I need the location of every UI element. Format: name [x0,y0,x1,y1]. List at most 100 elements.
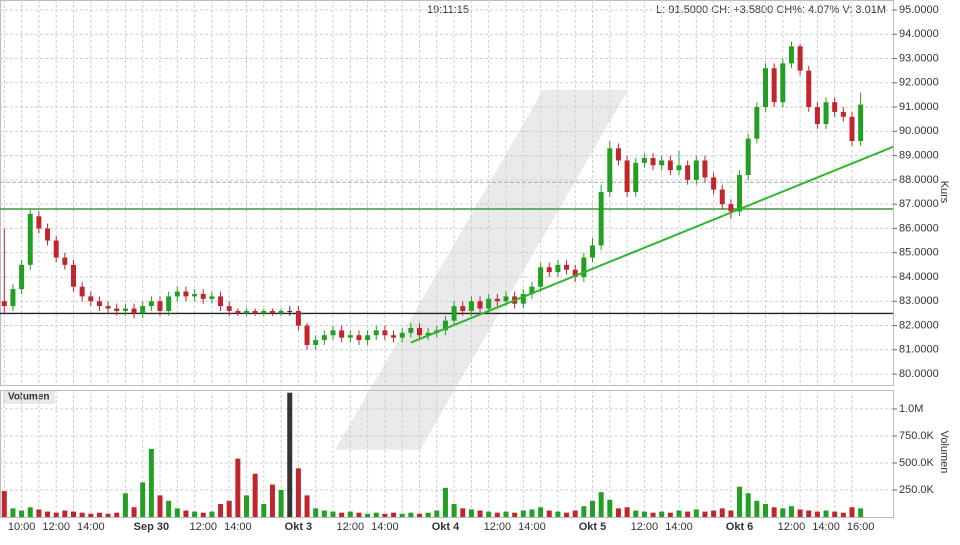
candle-body [494,298,500,302]
volume-bar [633,510,639,517]
candle-body [157,301,163,311]
volume-bar [719,508,725,517]
y-tick-label: 83.0000 [899,295,939,307]
volume-bar [486,511,492,517]
volume-bar [209,511,215,517]
volume-bar [650,512,656,517]
volume-bar [788,506,794,517]
volume-bar [122,493,128,517]
volume-bar [728,510,734,517]
candle-body [624,160,630,193]
y-tick-label: 87.0000 [899,198,939,210]
volume-bar [295,468,301,517]
candle-body [304,325,310,345]
volume-bar [399,513,405,517]
candle-body [823,102,829,125]
volume-bar [174,508,180,517]
candle-body [45,228,51,241]
volume-bar [442,487,448,517]
y-tick-label: 81.0000 [899,344,939,356]
volume-bar [321,510,327,517]
trendline [410,145,893,344]
volume-bar [641,511,647,517]
candle-body [200,293,206,299]
candle-body [607,148,613,193]
volume-bar [520,510,526,517]
candle-body [218,296,224,307]
volume-bar [287,392,293,517]
volume-bar [693,509,699,517]
candle-body [244,310,249,314]
candle-body [806,70,812,108]
candle-body [737,175,743,212]
candle-body [711,177,717,190]
volume-bar [659,511,665,517]
candle-body [71,264,76,287]
x-tick-label: 10:00 [8,521,36,533]
volume-bar [408,512,414,517]
candle-body [27,213,33,265]
candle-body [79,286,85,297]
watermark [335,90,628,450]
candle-body [131,308,137,314]
y-tick-label: 82.0000 [899,319,939,331]
volume-bar [157,495,163,517]
volume-bar [555,511,561,517]
volume-bar [200,512,206,517]
y-tick-label: 92.0000 [899,77,939,89]
candle-body [442,320,448,331]
volume-bar [607,499,613,517]
volume-axis-label: Volumen [938,431,950,474]
candle-body [347,335,353,338]
candle-body [615,148,621,161]
volume-bar [183,510,189,517]
volume-bar [468,509,474,517]
candle-body [148,301,154,307]
candle-body [754,107,760,139]
volume-tick-label: 1.0M [899,403,923,415]
candle-body [477,301,483,309]
candle-body [183,291,189,297]
volume-bar [226,500,232,517]
candle-body [460,306,466,311]
candle-body [295,310,301,326]
volume-bar [771,507,777,517]
volume-bar [598,492,604,517]
volume-bar [269,484,275,517]
volume-bar [806,510,812,517]
candle-body [788,46,794,64]
candle-body [365,335,371,341]
y-tick-label: 91.0000 [899,101,939,113]
candle-body [538,267,544,287]
price-pane [0,0,894,386]
candle-body [269,310,275,314]
volume-bar [745,493,751,517]
y-tick-label: 86.0000 [899,222,939,234]
volume-bar [347,511,353,517]
candle-body [287,310,293,312]
volume-bar [529,509,535,517]
candle-body [702,160,708,178]
volume-bar [676,510,682,517]
volume-bar [391,512,397,517]
y-tick-label: 93.0000 [899,52,939,64]
x-tick-label: 12:00 [337,521,365,533]
candle-body [572,269,578,277]
volume-pane [0,390,894,518]
volume-bar [477,510,483,517]
volume-bar [88,513,94,517]
candle-body [719,189,725,205]
x-tick-label: Okt 6 [726,521,754,533]
volume-bar [96,512,102,517]
y-tick-label: 80.0000 [899,368,939,380]
x-tick-label: 14:00 [812,521,840,533]
candle-body [598,192,604,246]
x-tick-label: 12:00 [631,521,659,533]
volume-bar [667,512,673,517]
candle-body [590,245,595,258]
candle-body [814,107,820,125]
candle-body [832,102,838,112]
volume-bar [797,509,803,517]
candle-body [252,310,258,314]
volume-bar [45,511,51,517]
